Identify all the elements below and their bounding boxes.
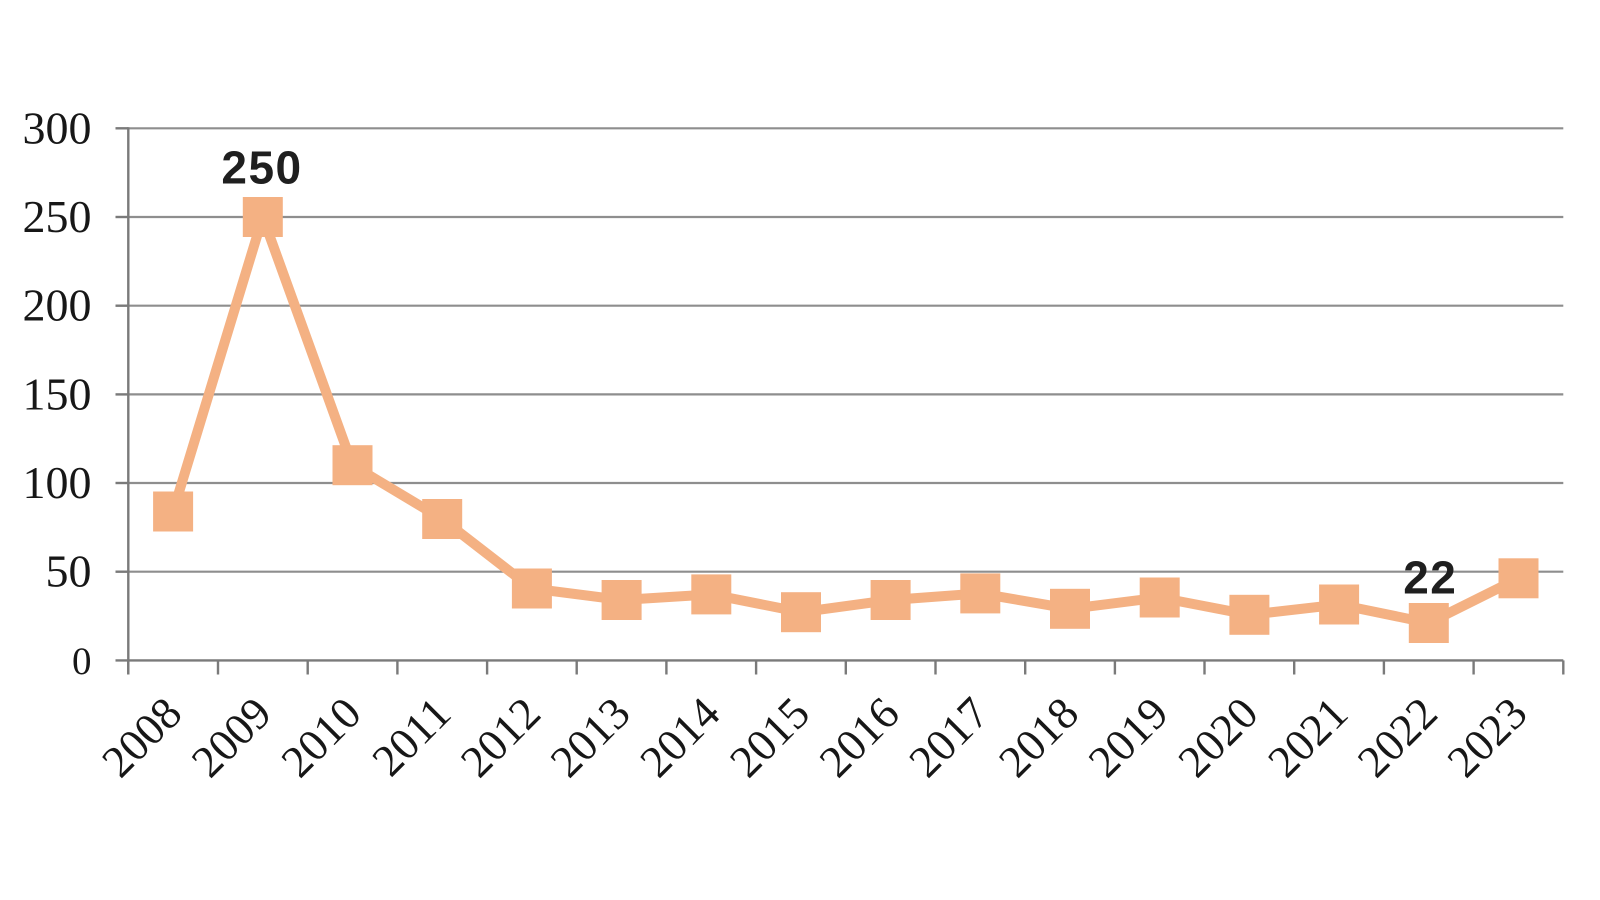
svg-text:250: 250 bbox=[23, 191, 92, 242]
svg-text:300: 300 bbox=[23, 102, 92, 153]
svg-text:22: 22 bbox=[1403, 552, 1457, 604]
svg-text:200: 200 bbox=[23, 280, 92, 331]
svg-text:0: 0 bbox=[72, 640, 92, 683]
svg-text:50: 50 bbox=[46, 546, 92, 597]
svg-text:150: 150 bbox=[23, 368, 92, 419]
svg-text:250: 250 bbox=[221, 142, 302, 194]
svg-text:100: 100 bbox=[23, 457, 92, 508]
